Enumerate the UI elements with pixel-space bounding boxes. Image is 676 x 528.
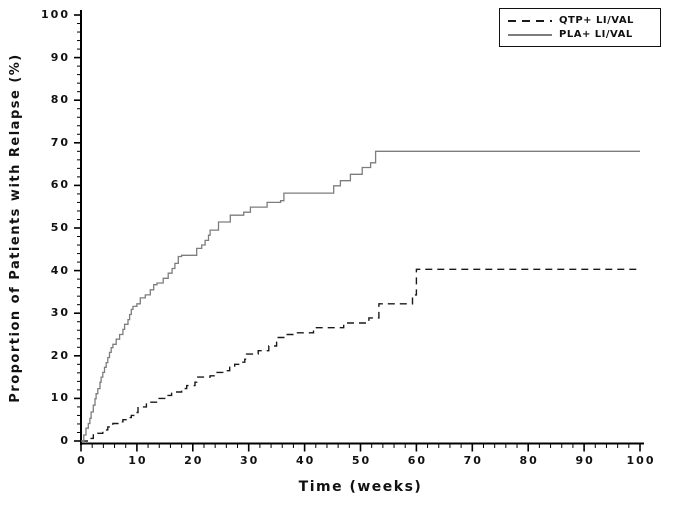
y-tick-label: 100	[41, 8, 70, 21]
y-tick-label: 40	[50, 263, 70, 277]
x-tick-label: 60	[407, 454, 428, 467]
series-curve-qtp	[81, 268, 640, 442]
y-tick-label: 90	[50, 50, 70, 64]
x-tick-label: 50	[351, 454, 372, 467]
legend-entry-pla: PLA+ LI/VAL	[508, 29, 652, 40]
dashed-line-sample-icon	[508, 19, 552, 22]
x-tick-label: 90	[575, 454, 595, 467]
x-tick-label: 30	[240, 454, 260, 467]
y-tick-label: 60	[50, 178, 70, 192]
x-tick-label: 100	[626, 454, 656, 467]
legend-label-pla: PLA+ LI/VAL	[559, 29, 633, 40]
x-tick-label: 80	[519, 454, 539, 467]
y-axis-title: Proportion of Patients with Relapse (%)	[8, 53, 23, 403]
y-tick-label: 50	[50, 221, 70, 234]
x-tick-label: 40	[295, 454, 316, 467]
y-tick-label: 30	[50, 306, 70, 320]
solid-line-sample-icon	[508, 33, 552, 36]
y-tick-label: 20	[50, 348, 70, 362]
x-tick-label: 20	[184, 454, 204, 467]
y-tick-label: 10	[50, 391, 70, 405]
x-tick-label: 10	[128, 454, 148, 467]
legend-label-qtp: QTP+ LI/VAL	[559, 15, 634, 26]
y-tick-label: 80	[50, 93, 70, 107]
series-curve-pla	[81, 150, 640, 442]
x-tick-label: 70	[463, 454, 483, 467]
y-tick-label: 0	[60, 434, 70, 447]
legend: QTP+ LI/VAL PLA+ LI/VAL	[499, 8, 661, 47]
x-tick-label: 0	[77, 454, 87, 467]
x-axis-title: Time (weeks)	[298, 479, 423, 495]
legend-entry-qtp: QTP+ LI/VAL	[508, 15, 652, 26]
y-tick-label: 70	[50, 135, 70, 149]
